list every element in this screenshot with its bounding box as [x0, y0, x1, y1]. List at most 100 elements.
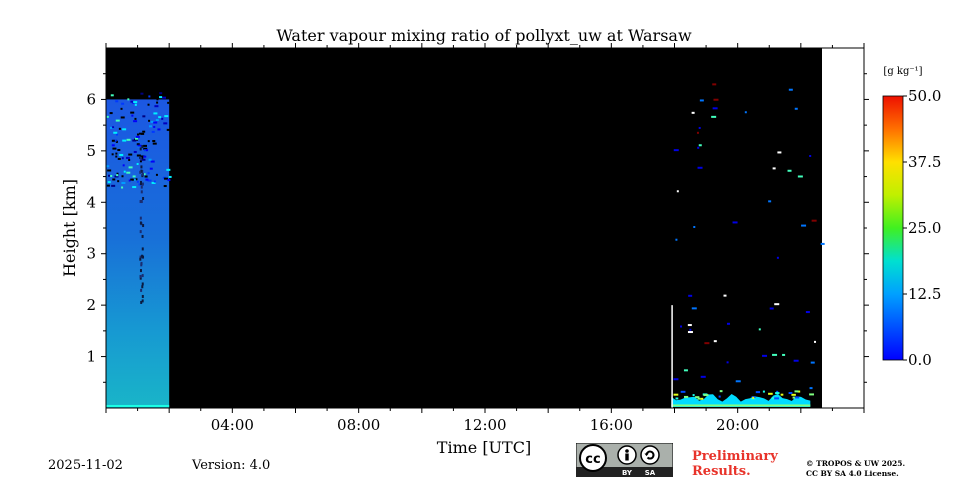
segment-early-pixel [137, 144, 142, 147]
segment-early-pixel [147, 172, 150, 175]
segment-early-streak [142, 255, 145, 259]
speckle [673, 149, 679, 152]
y-tick-label: 1 [86, 348, 96, 366]
segment-late-pixel [755, 391, 761, 394]
segment-early-pixel [142, 130, 146, 133]
segment-early-pixel [152, 142, 157, 145]
segment-early-streak [140, 300, 143, 304]
segment-early-pixel [111, 144, 115, 147]
segment-early-pixel [153, 180, 156, 183]
segment-late-pixel [675, 397, 679, 400]
segment-early-streak [139, 156, 142, 160]
speckle [689, 328, 692, 331]
segment-early-streak [139, 221, 142, 225]
segment-early-pixel [134, 117, 137, 120]
segment-late-pixel [683, 395, 689, 398]
segment-early-pixel [112, 147, 117, 150]
segment-late-pixel [776, 390, 779, 393]
segment-early-streak [141, 247, 144, 251]
heatmap-layer [106, 83, 825, 408]
segment-late-pixel [774, 397, 779, 400]
segment-early-pixel [134, 178, 138, 181]
segment-early-pixel [128, 153, 133, 156]
segment-early-pixel [136, 143, 140, 146]
segment-early-pixel [134, 103, 137, 106]
segment-early-streak [141, 285, 144, 289]
segment-early-pixel [121, 175, 124, 178]
segment-early-pixel [143, 147, 148, 150]
segment-early-pixel [135, 137, 139, 140]
segment-early-pixel [138, 132, 142, 135]
segment-early-pixel [149, 167, 153, 170]
segment-early-pixel [128, 179, 131, 182]
segment-early-pixel [143, 155, 147, 158]
segment-early-streak [141, 282, 144, 286]
segment-early-pixel [127, 98, 130, 101]
speckle [787, 169, 792, 172]
segment-early-pixel [161, 117, 164, 120]
segment-early-pixel [145, 178, 149, 181]
segment-late-surface [671, 404, 811, 407]
segment-early-pixel [141, 132, 145, 135]
segment-early-streak [140, 185, 143, 189]
y-tick-label: 2 [86, 296, 96, 314]
speckle [801, 224, 807, 227]
segment-early-streak [141, 234, 144, 238]
segment-early-pixel [126, 138, 131, 141]
speckle [713, 98, 719, 101]
badge-sa-text: SA [645, 469, 656, 477]
speckle [699, 99, 704, 102]
segment-early-pixel [115, 133, 118, 136]
segment-early-streak [140, 190, 143, 194]
badge-by-text: BY [622, 469, 633, 477]
y-tick-label: 3 [86, 245, 96, 263]
segment-early-pixel [106, 115, 109, 118]
segment-early-pixel [133, 150, 137, 153]
segment-early-pixel [136, 180, 139, 183]
speckle [676, 190, 679, 193]
speckle [774, 303, 780, 306]
segment-early-pixel [121, 102, 125, 105]
colorbar-unit-label: [g kg⁻¹] [883, 66, 922, 77]
speckle [696, 131, 699, 134]
speckle [744, 111, 747, 114]
segment-early-pixel [122, 128, 127, 131]
segment-early-pixel [150, 160, 155, 163]
segment-early-pixel [155, 173, 158, 176]
x-tick-label: 20:00 [716, 416, 759, 434]
y-axis-label: Height [km] [60, 179, 79, 277]
segment-early-pixel [122, 164, 125, 167]
colorbar-ticks: 0.0 12.5 25.0 37.5 50.0 [903, 87, 941, 369]
segment-early-pixel [144, 175, 148, 178]
segment-early-pixel [146, 149, 149, 152]
segment-early-pixel [163, 122, 168, 125]
speckle [687, 324, 692, 327]
segment-early-pixel [115, 100, 119, 103]
speckle [810, 361, 815, 364]
segment-early-pixel [140, 155, 145, 158]
speckle [698, 126, 701, 129]
segment-late-pixel [794, 396, 800, 399]
segment-early-pixel [130, 100, 134, 103]
segment-early-pixel [112, 178, 116, 181]
segment-early-streak [139, 257, 142, 261]
segment-early-streak [141, 182, 144, 186]
speckle [726, 361, 729, 364]
segment-early-pixel [135, 135, 140, 138]
segment-early-pixel [148, 95, 151, 98]
segment-early-pixel [151, 130, 155, 133]
speckle [683, 369, 688, 372]
segment-early-pixel [106, 165, 110, 168]
segment-early-pixel [111, 139, 115, 142]
segment-late-pixel [673, 393, 679, 396]
segment-early-pixel [136, 163, 139, 166]
speckle [691, 111, 695, 114]
segment-early-streak [140, 288, 143, 292]
segment-early-pixel [143, 173, 146, 176]
speckle [805, 311, 810, 314]
speckle [793, 359, 799, 362]
speckle [712, 83, 717, 86]
cc-by-sa-badge[interactable]: cc BY SA [576, 443, 673, 477]
segment-early-pixel [148, 158, 152, 161]
segment-late-pixel [794, 390, 799, 393]
